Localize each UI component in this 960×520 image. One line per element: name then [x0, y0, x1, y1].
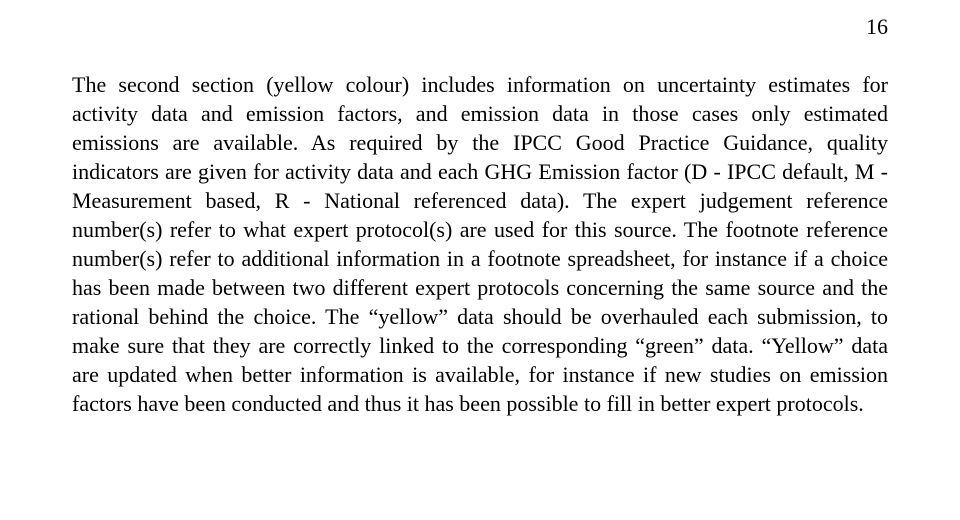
body-paragraph: The second section (yellow colour) inclu…	[72, 70, 888, 418]
page-number: 16	[866, 14, 888, 40]
document-page: 16 The second section (yellow colour) in…	[0, 0, 960, 520]
